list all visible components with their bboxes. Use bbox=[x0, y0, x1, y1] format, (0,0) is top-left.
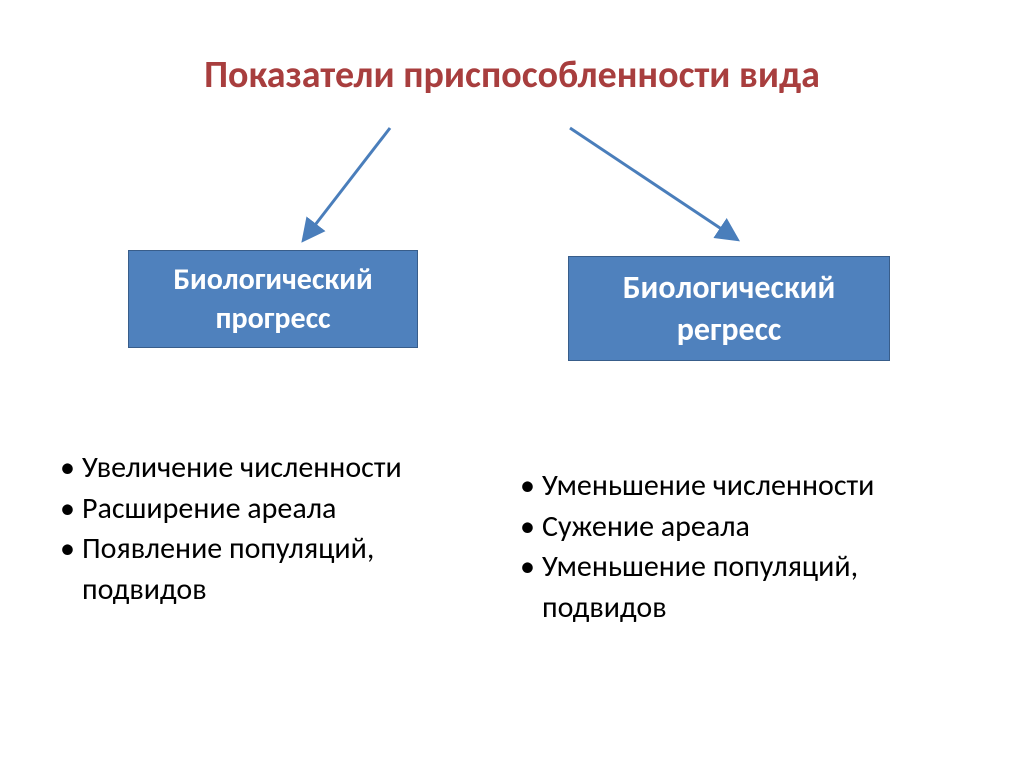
bullet-item: Расширение ареала bbox=[60, 489, 480, 530]
bullet-item: Уменьшение популяций, подвидов bbox=[520, 547, 970, 628]
box-progress-line2: прогресс bbox=[215, 299, 330, 338]
arrow-left bbox=[285, 120, 405, 260]
bullet-item: Увеличение численности bbox=[60, 448, 480, 489]
bullets-progress: Увеличение численности Расширение ареала… bbox=[60, 448, 480, 610]
box-progress: Биологический прогресс bbox=[128, 250, 418, 348]
bullet-item: Сужение ареала bbox=[520, 507, 970, 548]
bullets-regress: Уменьшение численности Сужение ареала Ум… bbox=[520, 466, 970, 628]
box-progress-line1: Биологический bbox=[173, 260, 372, 299]
bullet-item: Появление популяций, подвидов bbox=[60, 529, 480, 610]
diagram-title: Показатели приспособленности вида bbox=[0, 52, 1024, 98]
arrow-right bbox=[560, 120, 760, 260]
box-regress-line2: регресс bbox=[677, 309, 782, 351]
box-regress-line1: Биологический bbox=[623, 267, 836, 309]
bullet-item: Уменьшение численности bbox=[520, 466, 970, 507]
box-regress: Биологический регресс bbox=[568, 256, 890, 361]
